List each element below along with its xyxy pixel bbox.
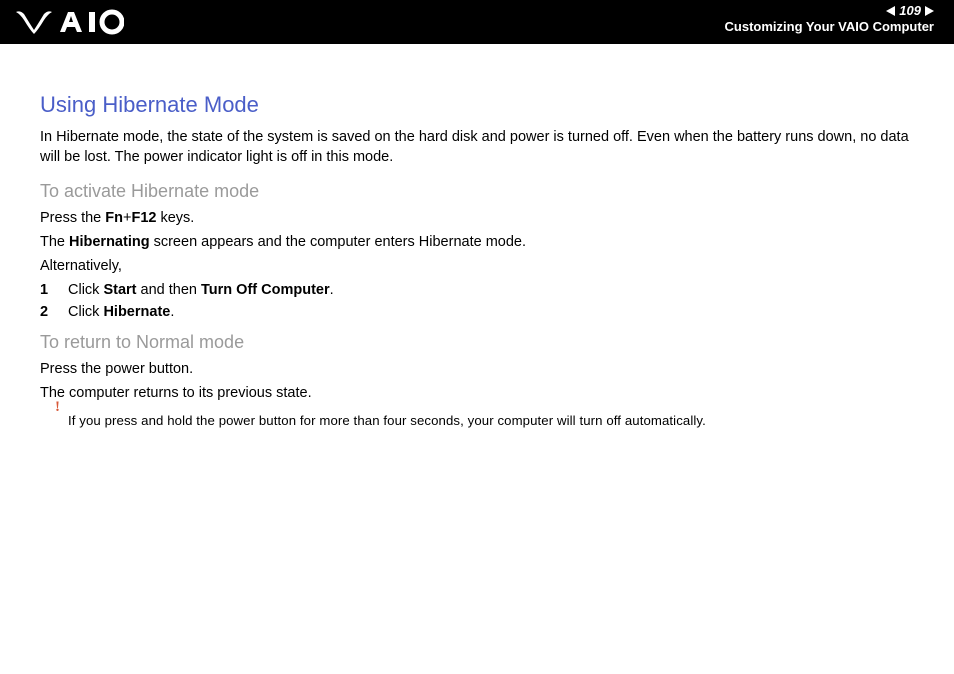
- vaio-logo-icon: [14, 8, 124, 36]
- steps-list: Click Start and then Turn Off Computer. …: [40, 282, 914, 320]
- activate-heading: To activate Hibernate mode: [40, 181, 914, 202]
- step-2: Click Hibernate.: [40, 304, 914, 320]
- note-text: If you press and hold the power button f…: [68, 413, 914, 428]
- page-content: Using Hibernate Mode In Hibernate mode, …: [0, 44, 954, 428]
- prev-page-icon[interactable]: [886, 6, 895, 16]
- page-number: 109: [899, 4, 921, 17]
- activate-line-2: The Hibernating screen appears and the c…: [40, 234, 914, 250]
- page-nav: 109 Customizing Your VAIO Computer: [725, 4, 934, 34]
- main-heading: Using Hibernate Mode: [40, 92, 914, 118]
- caution-note: ! If you press and hold the power button…: [40, 413, 914, 428]
- page-header: 109 Customizing Your VAIO Computer: [0, 0, 954, 44]
- activate-line-3: Alternatively,: [40, 258, 914, 274]
- return-line-2: The computer returns to its previous sta…: [40, 385, 914, 401]
- exclamation-icon: !: [55, 399, 60, 416]
- step-1: Click Start and then Turn Off Computer.: [40, 282, 914, 298]
- next-page-icon[interactable]: [925, 6, 934, 16]
- header-section-title: Customizing Your VAIO Computer: [725, 19, 934, 34]
- return-heading: To return to Normal mode: [40, 332, 914, 353]
- intro-paragraph: In Hibernate mode, the state of the syst…: [40, 128, 914, 167]
- activate-line-1: Press the Fn+F12 keys.: [40, 210, 914, 226]
- return-line-1: Press the power button.: [40, 361, 914, 377]
